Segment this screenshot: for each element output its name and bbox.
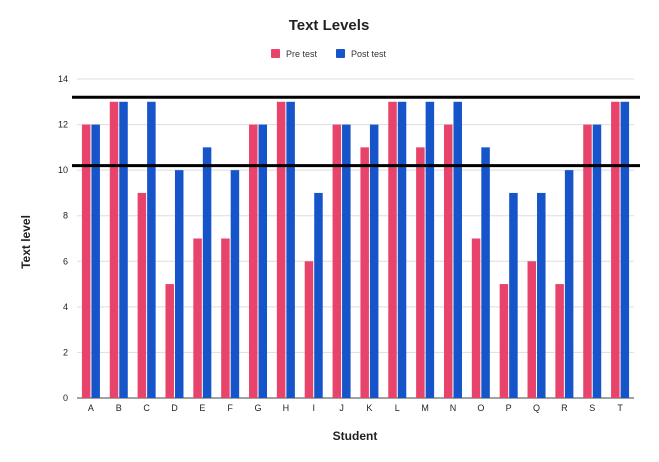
- bar-pre-test: [165, 284, 174, 398]
- bar-post-test: [91, 124, 100, 399]
- bar-post-test: [592, 124, 602, 399]
- bar-pre-test: [193, 238, 202, 398]
- bar-pre-test: [499, 284, 509, 398]
- x-tick-label: H: [283, 403, 290, 413]
- bar-pre-test: [332, 124, 342, 399]
- bar-post-test: [286, 101, 295, 399]
- x-tick-label: N: [450, 403, 457, 413]
- bar-post-test: [230, 170, 240, 398]
- x-tick-label: Q: [533, 403, 540, 413]
- bar-post-test: [509, 192, 518, 398]
- x-tick-label: E: [199, 403, 205, 413]
- y-tick-label: 8: [63, 211, 68, 221]
- x-tick-label: R: [561, 403, 568, 413]
- y-tick-label: 2: [63, 347, 68, 357]
- bar-pre-test: [443, 124, 453, 399]
- y-axis-ticks: 0 2 4 6 8 10 12 14: [58, 74, 68, 403]
- x-tick-label: G: [255, 403, 262, 413]
- bar-pre-test: [471, 238, 481, 398]
- bar-post-test: [202, 147, 212, 398]
- x-axis-ticks: A B C D E F G H I J K L M N O P Q R S T: [88, 403, 623, 413]
- bars: [81, 101, 630, 399]
- x-tick-label: J: [339, 403, 344, 413]
- bar-post-test: [564, 170, 574, 398]
- bar-pre-test: [137, 192, 147, 398]
- y-tick-label: 10: [58, 165, 68, 175]
- y-tick-label: 14: [58, 74, 68, 84]
- x-axis-title: Student: [333, 429, 378, 443]
- bar-pre-test: [611, 101, 620, 399]
- bar-pre-test: [583, 124, 592, 399]
- bar-post-test: [481, 147, 490, 398]
- y-axis-title: Text level: [19, 215, 33, 269]
- x-tick-label: D: [171, 403, 178, 413]
- bar-pre-test: [81, 124, 91, 399]
- x-tick-label: B: [116, 403, 122, 413]
- bar-post-test: [537, 192, 546, 398]
- chart-title: Text Levels: [289, 17, 370, 34]
- bar-pre-test: [360, 147, 369, 398]
- x-tick-label: K: [366, 403, 372, 413]
- x-tick-label: M: [421, 403, 429, 413]
- legend-label-post: Post test: [351, 49, 387, 59]
- bar-post-test: [369, 124, 379, 399]
- x-tick-label: O: [477, 403, 484, 413]
- x-tick-label: A: [88, 403, 94, 413]
- bar-post-test: [119, 101, 128, 399]
- gridlines: [77, 78, 634, 399]
- bar-pre-test: [221, 238, 230, 398]
- x-tick-label: S: [589, 403, 595, 413]
- bar-pre-test: [276, 101, 286, 399]
- bar-post-test: [258, 124, 268, 399]
- bar-post-test: [174, 170, 184, 398]
- bar-pre-test: [249, 124, 258, 399]
- bar-pre-test: [527, 261, 537, 398]
- bar-post-test: [425, 101, 435, 399]
- bar-post-test: [147, 101, 156, 399]
- bar-pre-test: [109, 101, 119, 399]
- x-tick-label: C: [143, 403, 150, 413]
- x-tick-label: L: [395, 403, 400, 413]
- bar-pre-test: [388, 101, 397, 399]
- reference-lines: [72, 95, 640, 168]
- bar-post-test: [453, 101, 462, 399]
- bar-post-test: [397, 101, 407, 399]
- bar-pre-test: [304, 261, 314, 398]
- bar-pre-test: [416, 147, 425, 398]
- bar-pre-test: [555, 284, 564, 398]
- bar-post-test: [342, 124, 351, 399]
- x-tick-label: F: [227, 403, 233, 413]
- x-tick-label: I: [312, 403, 315, 413]
- y-tick-label: 6: [63, 256, 68, 266]
- y-tick-label: 12: [58, 120, 68, 130]
- legend: Pre test Post test: [271, 49, 387, 59]
- bar-post-test: [314, 192, 323, 398]
- x-tick-label: P: [506, 403, 512, 413]
- y-tick-label: 4: [63, 302, 68, 312]
- bar-post-test: [620, 101, 630, 399]
- legend-swatch-post: [336, 49, 345, 58]
- y-tick-label: 0: [63, 393, 68, 403]
- legend-label-pre: Pre test: [286, 49, 318, 59]
- legend-swatch-pre: [271, 49, 280, 58]
- x-tick-label: T: [617, 403, 623, 413]
